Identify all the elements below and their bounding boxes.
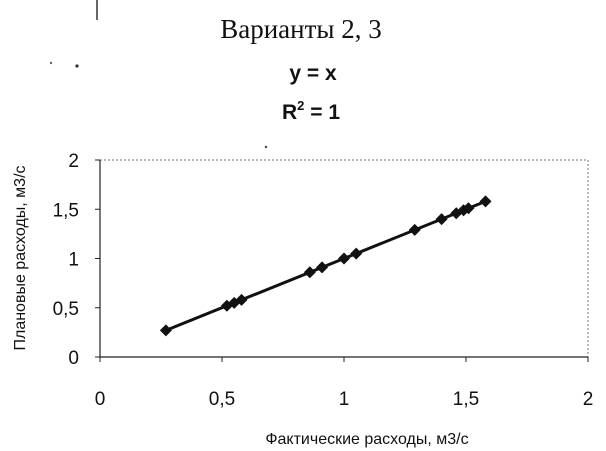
- scan-mark: [264, 145, 268, 149]
- trendline-equation: y = x: [289, 62, 337, 85]
- tick-group: 0 0,5 1 1,5 2 0 0,5 1 1,5 2: [53, 151, 594, 410]
- x-axis-label: Фактические расходы, м3/с: [265, 431, 468, 448]
- data-point: [303, 266, 316, 279]
- y-tick-label: 0,5: [53, 299, 79, 320]
- data-point: [462, 202, 475, 215]
- data-point: [338, 252, 350, 265]
- y-tick-label: 0: [68, 348, 79, 369]
- r2-value: = 1: [304, 101, 340, 124]
- x-tick-label: 0: [95, 389, 106, 410]
- x-tick-label: 0,5: [209, 389, 235, 410]
- r2-base: R: [282, 101, 297, 124]
- y-tick-label: 1: [68, 250, 79, 271]
- trendline-r2: R2 = 1: [282, 98, 340, 124]
- page-title: Варианты 2, 3: [220, 14, 382, 44]
- r2-exponent: 2: [297, 98, 304, 113]
- data-point: [408, 223, 421, 236]
- data-point: [350, 247, 363, 260]
- data-points: [159, 195, 492, 337]
- x-tick-label: 2: [583, 389, 594, 410]
- data-point: [235, 293, 248, 306]
- y-tick-label: 2: [68, 151, 79, 172]
- y-tick-label: 1,5: [53, 200, 79, 221]
- data-point: [159, 324, 172, 337]
- x-tick-label: 1: [339, 389, 350, 410]
- x-tick-label: 1,5: [453, 389, 479, 410]
- scan-mark: [49, 61, 53, 65]
- data-point: [435, 213, 448, 226]
- data-point: [316, 261, 329, 274]
- y-axis-label: Плановые расходы, м3/с: [12, 165, 29, 350]
- data-point: [479, 195, 492, 208]
- scan-mark: [75, 64, 79, 68]
